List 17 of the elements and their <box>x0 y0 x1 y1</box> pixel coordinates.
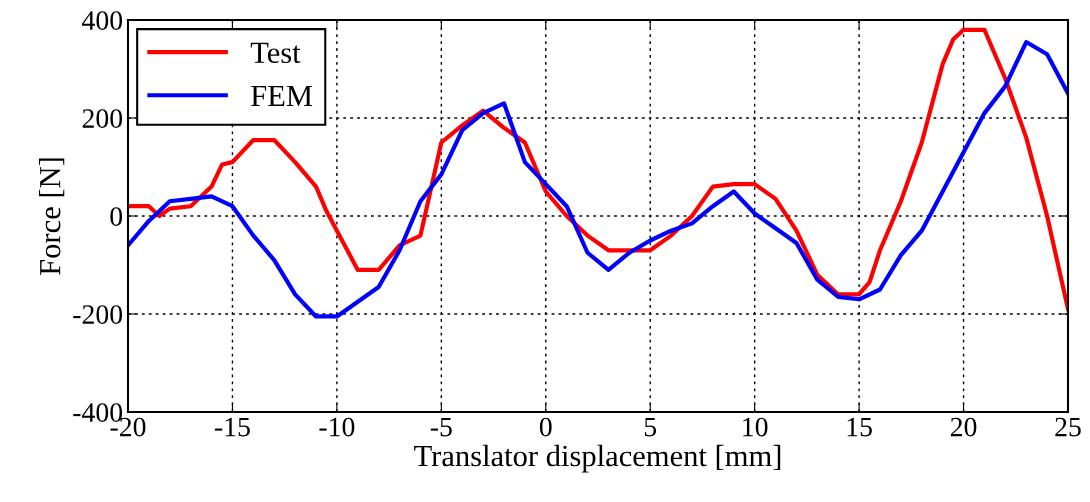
legend-label: Test <box>250 42 301 64</box>
x-tick-label: 20 <box>950 417 977 437</box>
y-tick-label: 200 <box>82 109 123 128</box>
y-tick-label: -200 <box>73 305 123 324</box>
x-tick-label: 10 <box>743 417 768 437</box>
y-tick-label: 0 <box>110 207 123 226</box>
x-tick-label: -10 <box>319 417 355 437</box>
x-tick-label: 25 <box>1055 417 1081 437</box>
y-axis-title: Force [N] <box>38 158 65 275</box>
x-tick-label: -5 <box>430 417 452 437</box>
x-tick-label: 15 <box>847 417 872 437</box>
legend-label: FEM <box>251 85 313 106</box>
x-tick-label: 5 <box>644 417 657 437</box>
y-tick-label: 400 <box>82 11 123 30</box>
x-axis-title: Translator displacement [mm] <box>414 444 781 473</box>
x-tick-label: 0 <box>539 417 552 437</box>
x-tick-label: -15 <box>214 417 250 437</box>
